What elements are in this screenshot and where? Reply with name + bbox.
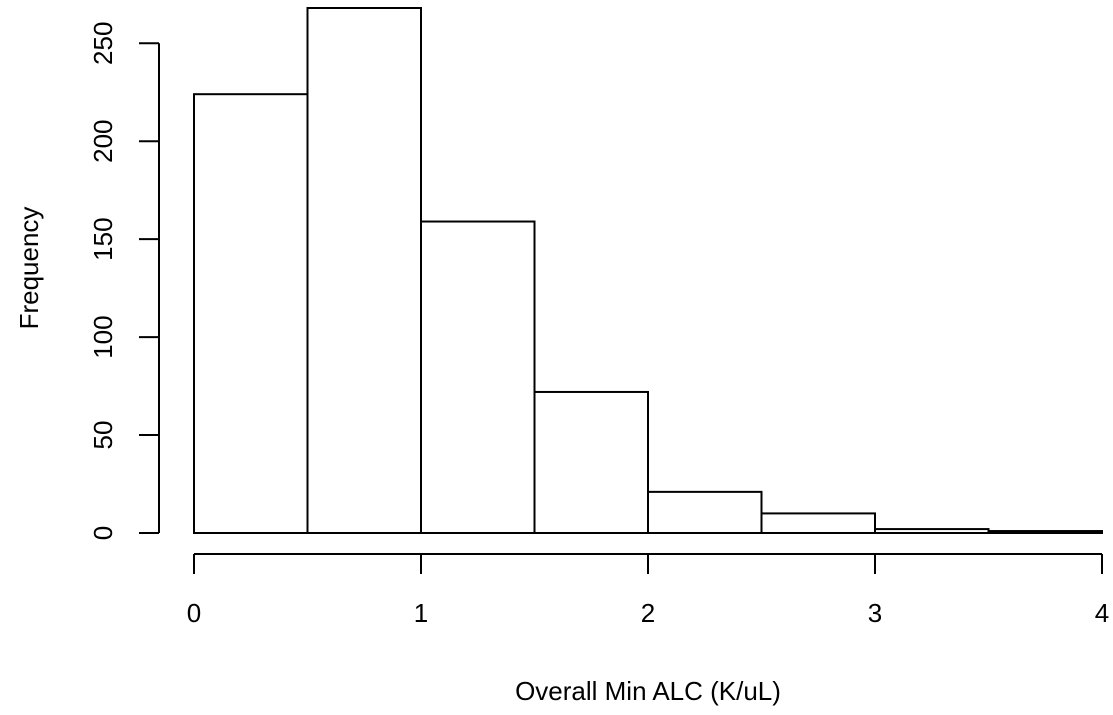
x-tick-label-3: 3 [868, 598, 882, 628]
y-tick-label-5: 250 [88, 22, 118, 65]
histogram-bars [193, 7, 1103, 535]
histogram-bar-1 [306, 7, 422, 534]
y-tick-label-1: 50 [88, 421, 118, 450]
histogram-bar-5 [760, 512, 876, 535]
y-tick-label-2: 100 [88, 315, 118, 358]
y-axis-label: Frequency [14, 207, 44, 330]
y-tick-label-0: 0 [88, 526, 118, 540]
y-tick-label-3: 150 [88, 217, 118, 260]
histogram-bar-0 [193, 93, 309, 534]
histogram-bar-4 [647, 490, 763, 534]
x-tick-label-4: 4 [1095, 598, 1109, 628]
x-tick-label-1: 1 [414, 598, 428, 628]
y-tick-label-4: 200 [88, 120, 118, 163]
histogram-bar-2 [420, 220, 536, 534]
x-axis-label: Overall Min ALC (K/uL) [515, 676, 781, 706]
x-tick-label-0: 0 [187, 598, 201, 628]
histogram-bar-3 [533, 390, 649, 534]
histogram-bar-7 [987, 530, 1103, 534]
y-axis: 0 50 100 150 200 250 [88, 22, 160, 540]
histogram-bar-6 [874, 528, 990, 535]
x-axis: 0 1 2 3 4 [187, 553, 1109, 628]
x-tick-label-2: 2 [641, 598, 655, 628]
